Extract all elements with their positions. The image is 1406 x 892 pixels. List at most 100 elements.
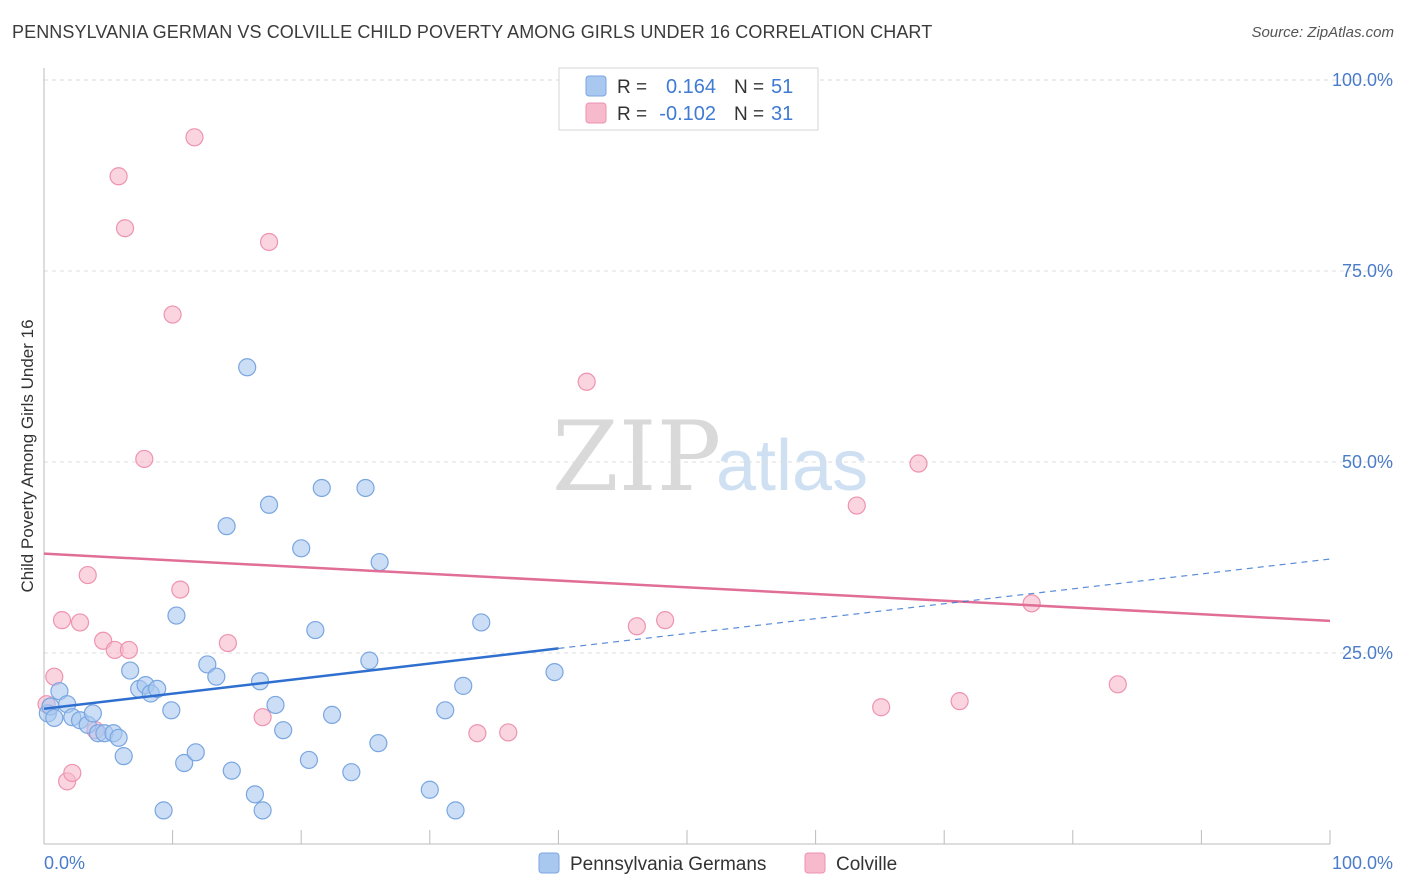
colville-point [499, 723, 518, 742]
colville-point [1022, 594, 1041, 613]
legend-label-pennsylvania-germans: Pennsylvania Germans [570, 854, 766, 875]
colville-point [218, 633, 237, 653]
colville-point [950, 692, 969, 711]
colville-point [1108, 675, 1127, 694]
pennsylvania-germans-point [238, 358, 257, 377]
pennsylvania-germans-point [222, 761, 241, 780]
pennsylvania-germans-point [121, 661, 140, 680]
source-label: Source: ZipAtlas.com [1251, 24, 1394, 41]
pennsylvania-germans-point [292, 539, 311, 558]
pennsylvania-germans-point [175, 753, 194, 773]
pennsylvania-germans-point [198, 655, 217, 674]
pennsylvania-germans-point [259, 495, 279, 514]
pennsylvania-germans-point [148, 679, 167, 699]
colville-point [78, 565, 97, 585]
pennsylvania-germans-point [454, 676, 473, 695]
colville-point [872, 698, 891, 717]
legend-swatch-colville [804, 852, 826, 874]
legend-label-colville: Colville [836, 854, 897, 875]
colville-point [52, 611, 72, 630]
legend-swatch-pink [585, 102, 607, 124]
y-tick-label: 25.0% [1342, 643, 1393, 663]
pennsylvania-germans-point [250, 672, 270, 691]
pennsylvania-germans-point [369, 734, 388, 753]
pennsylvania-germans-point [370, 552, 389, 572]
chart-title: PENNSYLVANIA GERMAN VS COLVILLE CHILD PO… [12, 22, 933, 42]
pennsylvania-germans-point [45, 708, 64, 728]
colville-point [909, 454, 928, 473]
pennsylvania-germans-point [253, 801, 272, 820]
pennsylvania-germans-point [207, 667, 226, 686]
legend-n-label-2: N = [734, 104, 764, 125]
watermark-zip: ZIP [552, 401, 721, 513]
pennsylvania-germans-point [274, 721, 293, 740]
pennsylvania-germans-point [436, 701, 455, 720]
legend-swatch-pennsylvania-germans [538, 852, 560, 874]
pennsylvania-germans-point [114, 747, 133, 766]
legend-n-label-1: N = [734, 77, 764, 98]
legend-n-value-1: 51 [771, 76, 793, 98]
pennsylvania-germans-point [472, 613, 491, 632]
pennsylvania-germans-point [342, 763, 361, 782]
pennsylvania-germans-point [167, 606, 186, 625]
trend-lines [43, 552, 1331, 711]
colville-point [259, 232, 279, 252]
colville-trend-line [43, 552, 1331, 623]
colville-point [253, 708, 272, 727]
pennsylvania-germans-point [545, 662, 564, 682]
correlation-legend: R = 0.164 N = 51 R = -0.102 N = 31 [558, 67, 819, 131]
colville-point [656, 611, 675, 630]
watermark-atlas: atlas [716, 426, 868, 506]
y-axis-title: Child Poverty Among Girls Under 16 [18, 319, 37, 592]
pennsylvania-germans-point [299, 750, 319, 770]
pennsylvania-germans-point [217, 517, 236, 536]
colville-point [63, 763, 82, 783]
y-tick-label: 100.0% [1332, 70, 1393, 90]
pennsylvania-germans-point [312, 478, 331, 498]
colville-point [171, 580, 190, 599]
pennsylvania-germans-point [266, 695, 285, 715]
y-tick-label: 75.0% [1342, 261, 1393, 281]
legend-r-label-1: R = [617, 77, 647, 98]
pennsylvania-germans-point [162, 701, 181, 720]
pennsylvania-germans-point [83, 704, 102, 723]
legend-n-value-2: 31 [771, 103, 793, 125]
pennsylvania-germans-trend-line [43, 647, 559, 711]
colville-points [37, 128, 1127, 791]
series-legend: Pennsylvania Germans Colville [538, 852, 897, 875]
colville-point [163, 305, 182, 324]
colville-point [119, 640, 138, 660]
x-tick-label-max: 100.0% [1332, 853, 1393, 873]
legend-swatch-blue [585, 75, 607, 97]
gridlines [44, 79, 1392, 654]
colville-point [847, 496, 866, 515]
legend-r-value-1: 0.164 [666, 76, 716, 98]
colville-point [627, 617, 646, 636]
watermark: ZIP atlas [552, 401, 868, 513]
colville-point [70, 613, 90, 632]
pennsylvania-germans-point [306, 620, 325, 640]
colville-point [115, 219, 135, 238]
colville-point [185, 128, 204, 147]
pennsylvania-germans-point [109, 728, 128, 747]
pennsylvania-germans-point [322, 705, 342, 724]
pennsylvania-germans-point [446, 801, 465, 820]
colville-point [135, 449, 154, 469]
legend-r-value-2: -0.102 [659, 103, 716, 125]
x-tick-label-min: 0.0% [44, 853, 85, 873]
pennsylvania-germans-point [360, 651, 379, 670]
y-tick-label: 50.0% [1342, 452, 1393, 472]
pennsylvania-germans-point [154, 801, 173, 820]
pennsylvania-germans-point [356, 478, 375, 498]
pennsylvania-germans-trend-extension [558, 558, 1331, 650]
pennsylvania-germans-point [186, 743, 205, 762]
pennsylvania-germans-point [420, 780, 439, 799]
colville-point [577, 372, 596, 391]
pennsylvania-germans-points [38, 358, 564, 820]
colville-point [468, 724, 487, 743]
x-tick-marks [172, 830, 1331, 844]
colville-point [109, 167, 128, 186]
y-tick-labels: 25.0% 50.0% 75.0% 100.0% [1332, 70, 1393, 663]
legend-r-label-2: R = [617, 104, 647, 125]
